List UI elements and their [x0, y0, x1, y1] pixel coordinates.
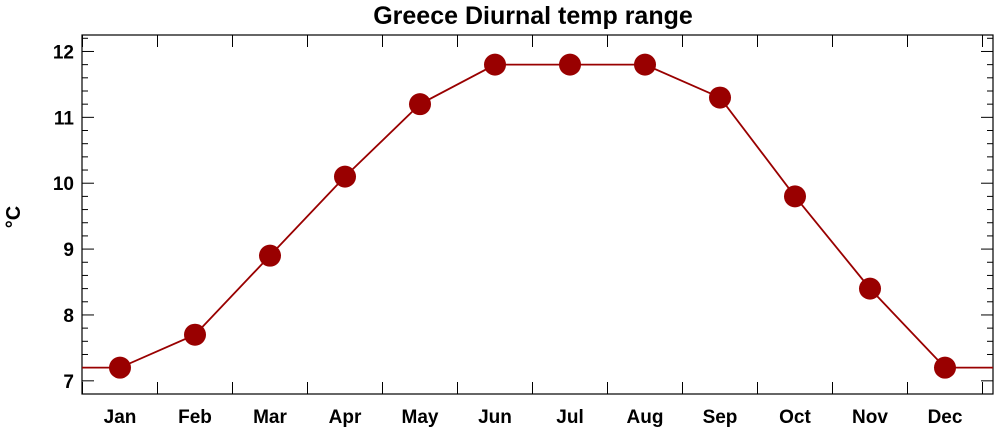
data-point-feb: [184, 323, 206, 346]
xtick-label: Mar: [253, 407, 287, 428]
xtick-label: May: [402, 407, 439, 428]
xtick-label: Apr: [329, 407, 362, 428]
data-point-sep: [709, 86, 731, 109]
ytick-label: 12: [53, 42, 74, 63]
chart-title: Greece Diurnal temp range: [373, 2, 693, 30]
ytick-label: 10: [53, 174, 74, 195]
xtick-label: Jul: [556, 407, 583, 428]
x-tick-labels: Jan Feb Mar Apr May Jun Jul Aug Sep Oct Nov Dec: [104, 407, 963, 428]
xtick-label: Nov: [852, 407, 888, 428]
y-axis-label: °C: [3, 206, 25, 228]
data-point-jun: [484, 53, 506, 76]
xtick-label: Oct: [779, 407, 811, 428]
y-tick-labels: 7 8 9 10 11 12: [53, 42, 75, 392]
data-point-jan: [109, 356, 131, 379]
series-group: [82, 53, 993, 379]
xtick-label: Feb: [178, 407, 212, 428]
data-point-oct: [784, 185, 806, 208]
data-point-jul: [559, 53, 581, 76]
data-point-dec: [934, 356, 956, 379]
ytick-label: 9: [63, 240, 74, 261]
axis-ticks: [82, 35, 993, 395]
xtick-label: Aug: [627, 407, 664, 428]
xtick-label: Jun: [478, 407, 512, 428]
series-line: [82, 63, 993, 369]
data-point-nov: [859, 277, 881, 300]
ytick-label: 7: [63, 372, 74, 393]
ytick-label: 11: [54, 108, 75, 129]
data-point-mar: [259, 244, 281, 267]
xtick-label: Jan: [104, 407, 137, 428]
data-point-aug: [634, 53, 656, 76]
ytick-label: 8: [63, 306, 74, 327]
data-point-may: [409, 93, 431, 116]
plot-frame: [81, 34, 994, 395]
data-point-apr: [334, 165, 356, 188]
xtick-label: Dec: [928, 407, 963, 428]
xtick-label: Sep: [703, 407, 738, 428]
